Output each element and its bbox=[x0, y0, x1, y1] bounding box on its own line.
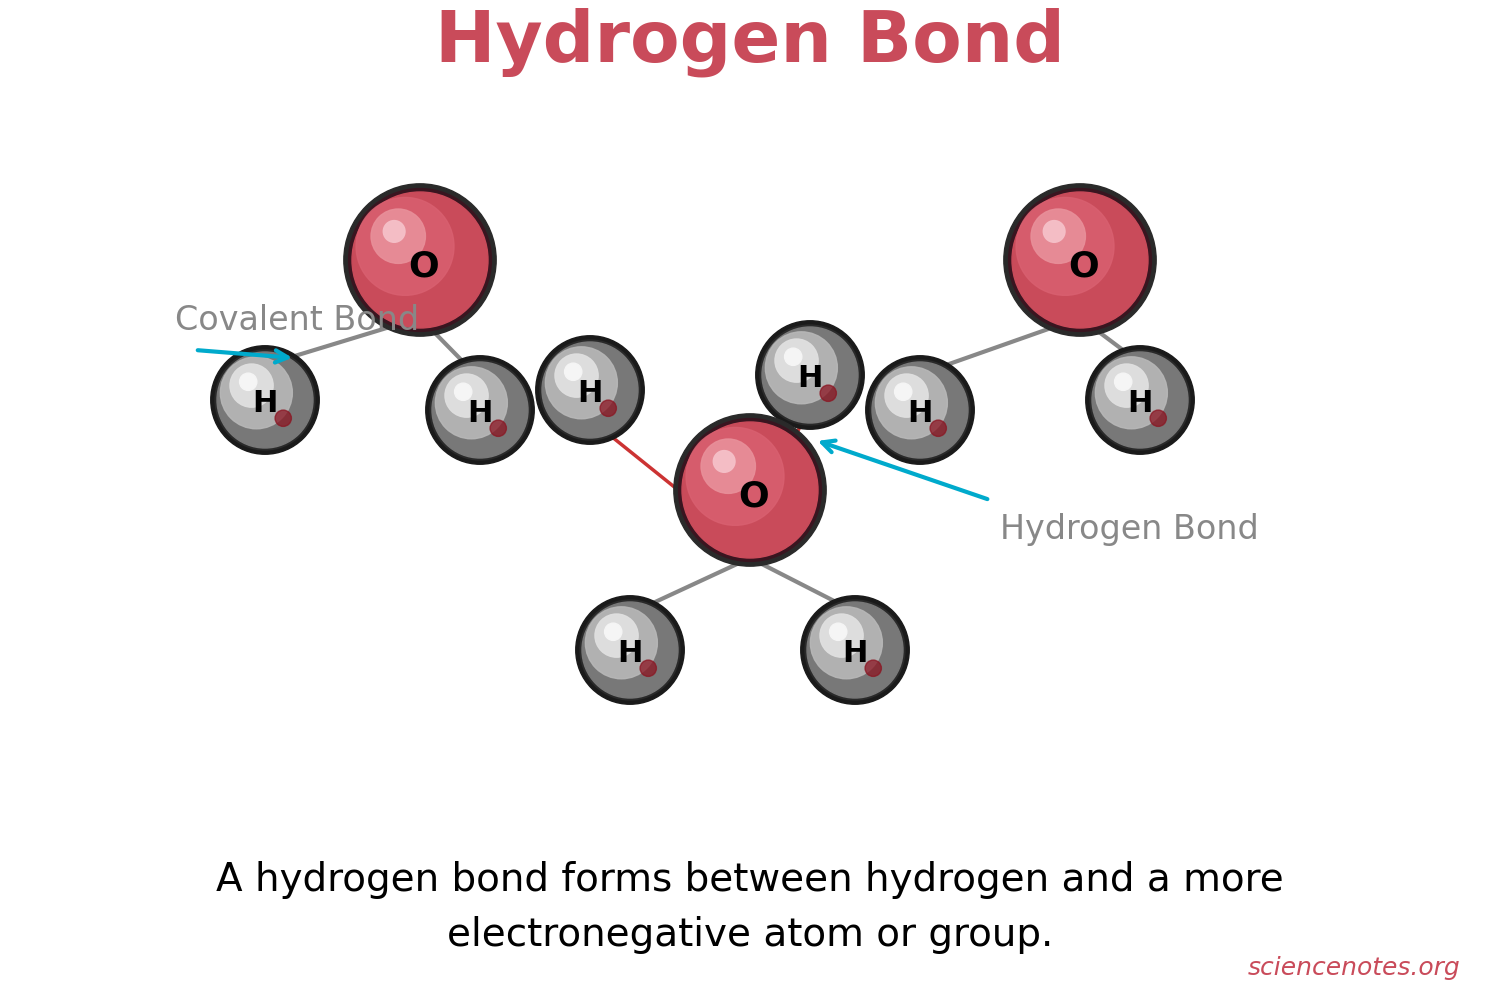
Circle shape bbox=[682, 422, 818, 558]
Circle shape bbox=[1030, 209, 1086, 263]
Circle shape bbox=[686, 427, 784, 525]
Circle shape bbox=[220, 357, 292, 429]
Circle shape bbox=[580, 600, 680, 700]
Circle shape bbox=[810, 607, 882, 679]
Circle shape bbox=[865, 660, 882, 676]
Circle shape bbox=[585, 607, 657, 679]
Circle shape bbox=[876, 367, 948, 439]
Text: H: H bbox=[252, 389, 278, 418]
Circle shape bbox=[784, 348, 802, 365]
Circle shape bbox=[582, 602, 678, 698]
Text: O: O bbox=[1068, 250, 1100, 284]
Text: electronegative atom or group.: electronegative atom or group. bbox=[447, 916, 1053, 954]
Circle shape bbox=[446, 374, 488, 417]
Circle shape bbox=[576, 596, 684, 704]
Text: H: H bbox=[908, 399, 933, 428]
Circle shape bbox=[432, 362, 528, 458]
Text: sciencenotes.org: sciencenotes.org bbox=[1248, 956, 1460, 980]
Circle shape bbox=[555, 354, 598, 397]
Text: H: H bbox=[618, 639, 642, 668]
Circle shape bbox=[678, 419, 822, 561]
Circle shape bbox=[830, 623, 848, 640]
Circle shape bbox=[356, 197, 454, 295]
Circle shape bbox=[1004, 184, 1156, 336]
Circle shape bbox=[274, 410, 291, 426]
Circle shape bbox=[806, 600, 904, 700]
Circle shape bbox=[756, 321, 864, 429]
Circle shape bbox=[217, 352, 314, 448]
Circle shape bbox=[536, 336, 644, 444]
Circle shape bbox=[885, 374, 928, 417]
Circle shape bbox=[604, 623, 622, 640]
Circle shape bbox=[230, 364, 273, 407]
Circle shape bbox=[1008, 189, 1152, 331]
Text: A hydrogen bond forms between hydrogen and a more: A hydrogen bond forms between hydrogen a… bbox=[216, 861, 1284, 899]
Circle shape bbox=[674, 414, 826, 566]
Circle shape bbox=[454, 383, 472, 400]
Text: H: H bbox=[798, 364, 822, 393]
Text: H: H bbox=[843, 639, 867, 668]
Circle shape bbox=[546, 347, 618, 419]
Circle shape bbox=[870, 360, 970, 460]
Circle shape bbox=[211, 346, 320, 454]
Circle shape bbox=[600, 400, 616, 416]
Circle shape bbox=[821, 614, 862, 657]
Text: H: H bbox=[468, 399, 492, 428]
Circle shape bbox=[821, 385, 837, 401]
Text: H: H bbox=[1128, 389, 1152, 418]
Circle shape bbox=[352, 192, 488, 328]
Circle shape bbox=[1095, 357, 1167, 429]
Circle shape bbox=[1092, 352, 1188, 448]
Circle shape bbox=[807, 602, 903, 698]
Circle shape bbox=[894, 383, 912, 400]
Text: O: O bbox=[408, 250, 440, 284]
Text: H: H bbox=[578, 379, 603, 408]
Circle shape bbox=[596, 614, 638, 657]
Circle shape bbox=[1114, 373, 1132, 390]
Circle shape bbox=[240, 373, 256, 390]
Text: Hydrogen Bond: Hydrogen Bond bbox=[1000, 514, 1258, 546]
Circle shape bbox=[542, 342, 638, 438]
Circle shape bbox=[640, 660, 657, 676]
Circle shape bbox=[765, 332, 837, 404]
Circle shape bbox=[871, 362, 968, 458]
Circle shape bbox=[1016, 197, 1114, 295]
Circle shape bbox=[430, 360, 530, 460]
Circle shape bbox=[776, 339, 818, 382]
Circle shape bbox=[714, 451, 735, 472]
Circle shape bbox=[1090, 350, 1190, 450]
Text: Covalent Bond: Covalent Bond bbox=[176, 304, 419, 336]
Circle shape bbox=[762, 327, 858, 423]
Circle shape bbox=[426, 356, 534, 464]
Circle shape bbox=[1150, 410, 1167, 426]
Circle shape bbox=[760, 325, 859, 425]
Circle shape bbox=[1013, 192, 1148, 328]
Circle shape bbox=[435, 367, 507, 439]
Circle shape bbox=[700, 439, 756, 493]
Circle shape bbox=[214, 350, 315, 450]
Circle shape bbox=[1106, 364, 1148, 407]
Circle shape bbox=[370, 209, 426, 263]
Circle shape bbox=[348, 189, 492, 331]
Text: Hydrogen Bond: Hydrogen Bond bbox=[435, 7, 1065, 77]
Circle shape bbox=[564, 363, 582, 380]
Circle shape bbox=[490, 420, 507, 436]
Circle shape bbox=[801, 596, 909, 704]
Circle shape bbox=[384, 221, 405, 242]
Circle shape bbox=[1044, 221, 1065, 242]
Circle shape bbox=[865, 356, 974, 464]
Text: O: O bbox=[738, 480, 770, 514]
Circle shape bbox=[344, 184, 496, 336]
Circle shape bbox=[1086, 346, 1194, 454]
Circle shape bbox=[540, 340, 640, 440]
Circle shape bbox=[930, 420, 946, 436]
